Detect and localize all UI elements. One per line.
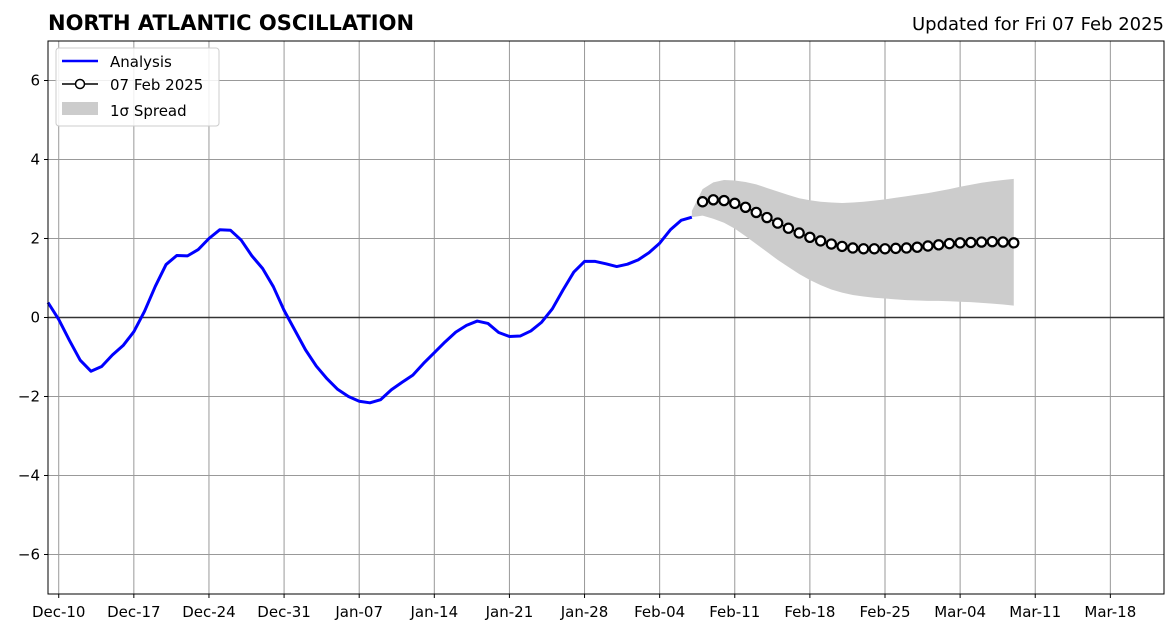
forecast-point [804, 231, 816, 244]
forecast-point [729, 197, 741, 210]
y-axis: 6 4 2 0 −2 −4 −6 [18, 72, 48, 564]
x-tick-label: Dec-17 [107, 603, 161, 621]
forecast-point [825, 238, 838, 250]
forecast-point [793, 227, 805, 239]
legend-analysis-label: Analysis [110, 53, 172, 71]
forecast-point [814, 235, 827, 247]
forecast-point [911, 241, 923, 253]
forecast-point [954, 237, 966, 249]
forecast-point [900, 242, 913, 254]
legend-spread-label: 1σ Spread [110, 102, 187, 120]
forecast-point [847, 242, 859, 254]
forecast-point [890, 242, 902, 255]
y-tick-label: 2 [30, 230, 40, 248]
forecast-point [857, 243, 870, 255]
x-tick-label: Mar-04 [934, 603, 986, 621]
y-tick-label: 6 [30, 72, 40, 90]
forecast-point [782, 222, 795, 234]
x-tick-label: Jan-07 [334, 603, 383, 621]
forecast-point [868, 243, 880, 255]
x-tick-label: Jan-14 [409, 603, 458, 621]
series-layer [46, 194, 1020, 405]
forecast-point [771, 217, 784, 229]
forecast-point [836, 240, 848, 253]
x-axis: Dec-10 Dec-17 Dec-24 Dec-31 Jan-07 Jan-14 Jan-… [32, 594, 1136, 621]
forecast-point [739, 201, 752, 213]
y-tick-label: 4 [30, 151, 40, 169]
forecast-point [879, 243, 891, 255]
chart-subtitle: Updated for Fri 07 Feb 2025 [912, 14, 1164, 35]
forecast-point [943, 237, 956, 250]
y-tick-label: −4 [18, 467, 40, 485]
legend-forecast-label: 07 Feb 2025 [110, 76, 203, 94]
y-tick-label: −6 [18, 546, 40, 564]
forecast-point [965, 236, 977, 249]
legend-spread-swatch [62, 102, 98, 115]
spread-band [691, 178, 1014, 306]
chart-title: NORTH ATLANTIC OSCILLATION [48, 11, 414, 35]
forecast-point [997, 236, 1009, 248]
y-tick-label: −2 [18, 388, 40, 406]
forecast-point [707, 194, 720, 206]
forecast-point [761, 211, 773, 224]
x-tick-label: Feb-11 [709, 603, 760, 621]
spread-band-layer [691, 178, 1014, 306]
legend-forecast-marker [74, 78, 86, 90]
x-tick-label: Dec-24 [182, 603, 236, 621]
forecast-point [932, 239, 945, 251]
x-tick-label: Jan-28 [560, 603, 609, 621]
x-tick-label: Feb-04 [634, 603, 685, 621]
analysis-line [46, 215, 693, 405]
x-tick-label: Feb-25 [859, 603, 910, 621]
x-tick-label: Mar-18 [1084, 603, 1136, 621]
forecast-point [922, 240, 934, 252]
y-tick-label: 0 [30, 309, 40, 327]
x-tick-label: Jan-21 [485, 603, 534, 621]
x-tick-label: Dec-10 [32, 603, 86, 621]
x-tick-label: Dec-31 [257, 603, 311, 621]
x-tick-label: Mar-11 [1009, 603, 1061, 621]
forecast-point [750, 206, 762, 219]
forecast-point [975, 236, 988, 248]
forecast-point [986, 235, 999, 248]
legend: Analysis 07 Feb 2025 1σ Spread [55, 47, 220, 127]
forecast-point [696, 196, 709, 208]
forecast-point [718, 194, 730, 207]
forecast-point [1008, 237, 1020, 249]
x-tick-label: Feb-18 [784, 603, 835, 621]
